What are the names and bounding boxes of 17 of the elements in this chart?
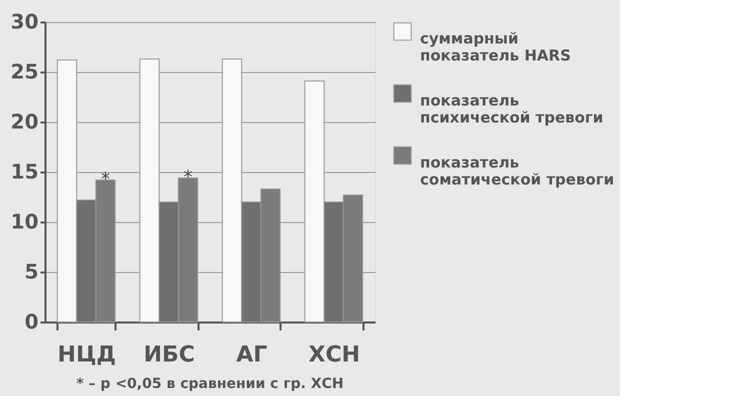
- text: * – p <0,05 в сравнении с гр. ХСН: [76, 376, 344, 392]
- x-tick-label: НЦД: [58, 342, 116, 368]
- x-tick-label: АГ: [236, 342, 268, 368]
- legend-label: суммарный показатель HARS: [420, 30, 571, 64]
- y-tick-label: 0: [24, 310, 38, 334]
- y-tick-label: 10: [10, 210, 38, 234]
- y-tick-label: 5: [24, 260, 38, 284]
- data-label: *: [101, 169, 110, 190]
- legend-label: показатель соматической тревоги: [420, 154, 614, 188]
- y-tick-label: 20: [10, 110, 38, 134]
- y-tick-label: 25: [10, 60, 38, 84]
- y-tick-label: 15: [10, 160, 38, 184]
- data-label: *: [184, 167, 192, 188]
- x-tick-label: ИБС: [144, 342, 195, 368]
- legend-label: показатель психической тревоги: [420, 92, 604, 126]
- y-tick-label: 30: [10, 10, 38, 34]
- x-tick-label: ХСН: [308, 342, 360, 368]
